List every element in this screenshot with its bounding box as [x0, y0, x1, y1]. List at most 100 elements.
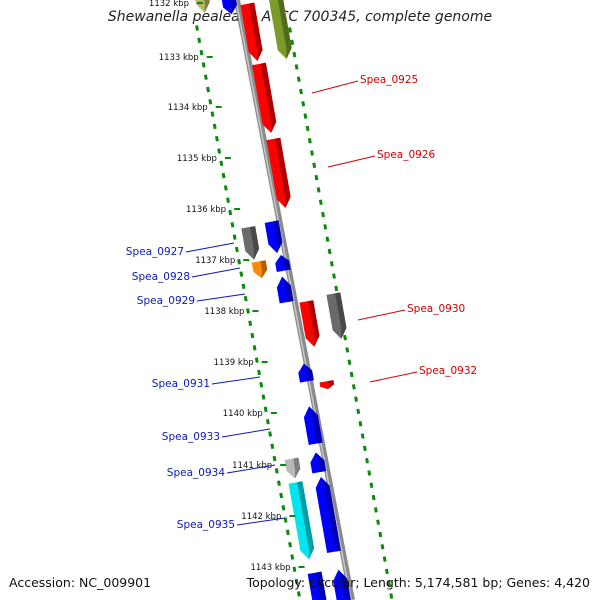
gene-spea-0925-shade: [260, 62, 277, 133]
left-track-dash: [259, 382, 264, 388]
gene-spea-0935-shade: [297, 481, 315, 560]
ruler: 1132 kbp 1133 kbp 1134 kbp 1135 kbp 1136 kbp…: [149, 0, 305, 573]
forward-leader-line: [311, 80, 359, 94]
right-track-dash: [378, 531, 383, 538]
ruler-tick-label: 1138 kbp: [204, 307, 244, 317]
gene-blue-e: [307, 571, 327, 600]
right-track-dash: [376, 519, 380, 525]
right-track-dash: [307, 138, 312, 144]
right-track-dash: [294, 64, 299, 70]
left-track-dash: [239, 271, 244, 277]
reverse-leader-line: [185, 242, 235, 253]
right-track-dash: [380, 544, 385, 550]
gene-blue-c: [310, 452, 327, 474]
right-track-dash: [299, 88, 303, 95]
genome-summary: Topology: circular; Length: 5,174,581 bp…: [246, 575, 590, 590]
ruler-tick-label: 1141 kbp: [232, 461, 272, 471]
right-track-dash: [382, 556, 387, 562]
left-track-dash: [241, 283, 246, 290]
right-track-dash: [387, 580, 391, 587]
right-track-dash: [303, 113, 308, 119]
reverse-gene-label: Spea_0935: [177, 519, 235, 531]
genes-label: Genes:: [506, 575, 551, 590]
gene-spea-0933: [303, 406, 323, 445]
reverse-leader-line: [211, 376, 261, 385]
right-track-dash: [329, 261, 334, 267]
gene-spea-0928: [251, 260, 268, 279]
left-track-dash: [195, 25, 199, 31]
left-track-dash: [243, 295, 248, 302]
gene-blue-b-shade: [280, 254, 291, 271]
gene-spea-0928-shade: [260, 260, 268, 279]
forward-leader-line: [357, 309, 406, 321]
left-track-dash: [294, 578, 299, 585]
gene-spea-0930-shade: [308, 300, 320, 347]
right-track-dash: [312, 162, 317, 169]
reverse-gene-label: Spea_0934: [167, 467, 226, 479]
gene-olive-shade: [277, 0, 292, 59]
gene-gray-right-shade: [335, 292, 347, 339]
gene-spea-0934: [284, 457, 301, 479]
forward-leader-line: [327, 155, 376, 168]
gene-blue-c-shade: [315, 452, 327, 472]
left-track-dash: [285, 529, 290, 536]
left-track-dash: [265, 418, 270, 425]
length-value: 5,174,581 bp: [414, 575, 499, 590]
left-track-dash: [208, 99, 213, 105]
right-track-dash: [371, 494, 376, 501]
right-track-dash: [362, 445, 367, 452]
gene-features: [193, 0, 353, 600]
gene-blue-f: [333, 569, 353, 600]
ruler-tick-label: 1132 kbp: [149, 0, 189, 9]
ruler-tick-label: 1143 kbp: [250, 563, 290, 573]
left-track-dash: [246, 308, 250, 314]
ruler-tick-label: 1134 kbp: [168, 103, 208, 113]
left-track-dash: [250, 332, 255, 339]
reverse-gene-label: Spea_0928: [132, 271, 190, 283]
accession-value: NC_009901: [79, 575, 152, 590]
gene-spea-0934-shade: [293, 457, 301, 479]
right-track-dash: [356, 408, 361, 415]
gene-spea-0926-shade: [275, 137, 291, 208]
gene-spea-0925: [252, 62, 277, 133]
right-track-dash: [384, 568, 389, 575]
gene-top-blue: [221, 0, 237, 15]
left-track-dash: [197, 37, 202, 44]
left-track-dash: [292, 566, 297, 573]
gene-spea-0929-shade: [282, 276, 294, 302]
right-track-dash: [360, 433, 365, 439]
left-track-dash: [281, 505, 286, 511]
gene-top-khaki: [193, 0, 210, 13]
reverse-gene-label: Spea_0933: [162, 431, 220, 443]
right-track-dash: [389, 593, 394, 599]
gene-spea-0927-shade: [249, 226, 260, 260]
right-track-dash: [288, 27, 292, 33]
left-track-dash: [210, 111, 215, 117]
gene-blue-a: [264, 220, 283, 254]
reverse-gene-label: Spea_0927: [126, 246, 184, 258]
right-track-dash: [290, 39, 295, 46]
left-track-dash: [288, 541, 292, 548]
left-track-dash: [261, 394, 266, 400]
reverse-leader-line: [191, 267, 241, 278]
reverse-gene-label: Spea_0929: [137, 295, 195, 307]
accession-label: Accession:: [9, 575, 76, 590]
left-track-dash: [268, 431, 273, 437]
right-track-dash: [332, 273, 336, 279]
right-track-dash: [369, 482, 374, 488]
left-track-dash: [223, 185, 228, 191]
gene-spea-0927: [241, 226, 260, 260]
gene-blue-d-shade: [320, 476, 341, 552]
left-track-dash: [248, 320, 253, 326]
right-track-dash: [325, 236, 330, 242]
length-label: Length:: [363, 575, 411, 590]
gene-spea-0931-shade: [303, 363, 314, 382]
gene-blue-f-shade: [338, 569, 353, 600]
left-track-dash: [274, 468, 279, 474]
left-track-dash: [206, 86, 210, 93]
right-track-dash: [347, 359, 352, 365]
gene-spea-0932: [319, 380, 335, 390]
left-track-dash: [212, 123, 217, 130]
gene-blue-b: [275, 254, 291, 272]
